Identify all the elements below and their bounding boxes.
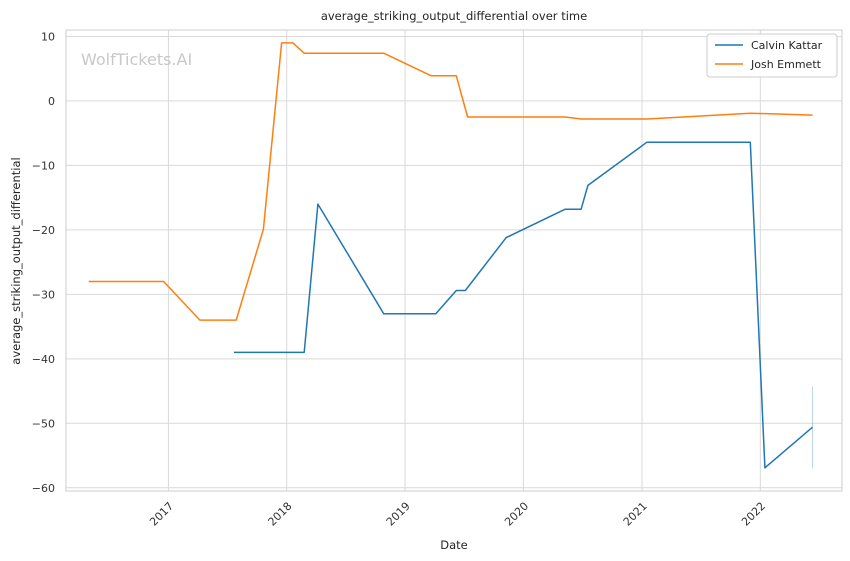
legend-label-josh-emmett: Josh Emmett	[750, 58, 822, 71]
watermark: WolfTickets.AI	[81, 50, 192, 69]
plot-frame	[65, 29, 843, 492]
y-axis-title: average_striking_output_differential	[9, 157, 23, 364]
x-tick-label: 2019	[384, 500, 413, 529]
chart-title: average_striking_output_differential ove…	[321, 9, 587, 23]
x-tick-label: 2018	[266, 500, 295, 529]
x-tick-label: 2017	[147, 500, 176, 529]
y-tick-label: −50	[32, 417, 55, 430]
grid-layer	[66, 30, 842, 491]
x-axis-title: Date	[440, 538, 468, 552]
calvin-kattar-line	[233, 141, 813, 469]
y-tick-label: −10	[32, 159, 55, 172]
x-tick-label: 2022	[739, 500, 768, 529]
tick-layer: 2017 2018 2019 2020 2021 2022 10 0 −10 −20 −30 −40 −…	[32, 30, 768, 528]
josh-emmett-line	[88, 42, 813, 321]
y-tick-label: −30	[32, 288, 55, 301]
y-tick-label: −40	[32, 353, 55, 366]
y-tick-label: −20	[32, 224, 55, 237]
y-tick-label: −60	[32, 482, 55, 495]
x-tick-label: 2020	[502, 500, 531, 529]
y-tick-label: 0	[48, 95, 55, 108]
x-tick-label: 2021	[621, 500, 650, 529]
series-layer	[88, 42, 813, 469]
y-tick-label: 10	[41, 30, 55, 43]
legend-label-calvin-kattar: Calvin Kattar	[751, 39, 823, 52]
legend: Calvin Kattar Josh Emmett	[706, 33, 838, 78]
